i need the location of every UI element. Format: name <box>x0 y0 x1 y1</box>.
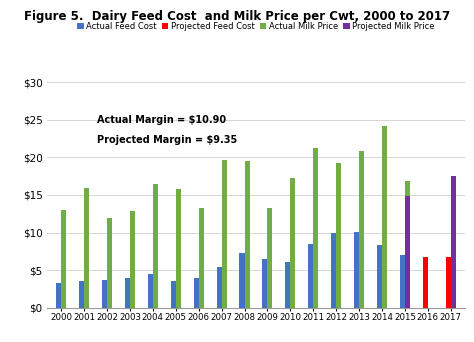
Text: Projected Margin = $9.35: Projected Margin = $9.35 <box>98 135 237 145</box>
Bar <box>336 163 341 308</box>
Bar <box>308 244 313 308</box>
Bar <box>245 161 249 308</box>
Legend: Actual Feed Cost, Projected Feed Cost, Actual Milk Price, Projected Milk Price: Actual Feed Cost, Projected Feed Cost, A… <box>74 18 438 34</box>
Bar <box>102 280 107 308</box>
Bar <box>451 176 456 308</box>
Bar <box>171 281 176 308</box>
Bar <box>405 181 410 308</box>
Bar <box>125 278 130 308</box>
Bar <box>354 232 359 308</box>
Bar <box>239 253 245 308</box>
Bar <box>79 281 84 308</box>
Bar <box>291 177 295 308</box>
Bar <box>130 211 135 308</box>
Bar <box>285 262 291 308</box>
Bar <box>446 256 451 308</box>
Bar <box>61 210 66 308</box>
Bar <box>217 267 221 308</box>
Bar <box>56 283 61 308</box>
Text: Actual Margin = $10.90: Actual Margin = $10.90 <box>98 115 227 125</box>
Bar <box>267 208 273 308</box>
Bar <box>423 258 428 308</box>
Bar <box>400 255 405 308</box>
Bar <box>107 218 112 308</box>
Bar <box>313 148 319 308</box>
Bar <box>199 208 204 308</box>
Bar <box>221 160 227 308</box>
Bar <box>377 245 382 308</box>
Bar <box>176 189 181 308</box>
Text: Figure 5.  Dairy Feed Cost  and Milk Price per Cwt, 2000 to 2017: Figure 5. Dairy Feed Cost and Milk Price… <box>24 10 450 23</box>
Bar <box>359 151 364 308</box>
Bar <box>331 233 336 308</box>
Bar <box>153 184 158 308</box>
Bar <box>148 274 153 308</box>
Bar <box>193 278 199 308</box>
Bar <box>405 196 410 308</box>
Bar <box>382 126 387 308</box>
Bar <box>84 188 89 308</box>
Bar <box>263 259 267 308</box>
